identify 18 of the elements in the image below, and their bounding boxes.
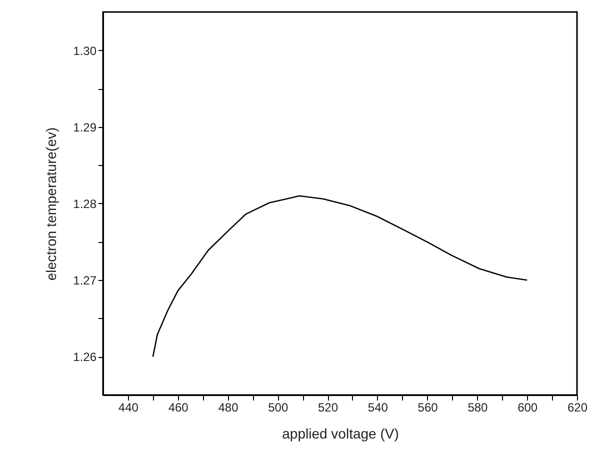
line-series [152,195,528,358]
y-tick-label: 1.27 [73,274,97,288]
x-axis-title: applied voltage (V) [282,426,399,442]
x-tick-label: 540 [368,400,388,414]
x-tick-label: 580 [468,400,488,414]
x-tick-label: 440 [118,400,139,414]
x-tick-label: 460 [168,400,189,414]
y-axis-title: electron temperature(ev) [43,127,60,281]
x-tick-label: 500 [268,400,288,414]
x-tick-label: 560 [418,400,438,414]
x-tick-label: 620 [567,400,588,414]
y-tick-label: 1.30 [73,44,97,58]
x-tick-label: 600 [518,400,538,414]
y-tick-label: 1.26 [73,350,97,364]
y-tick-label: 1.28 [73,197,97,211]
x-tick-label: 480 [218,400,239,414]
x-tick-label: 520 [318,400,338,414]
y-tick-label: 1.29 [73,120,97,134]
